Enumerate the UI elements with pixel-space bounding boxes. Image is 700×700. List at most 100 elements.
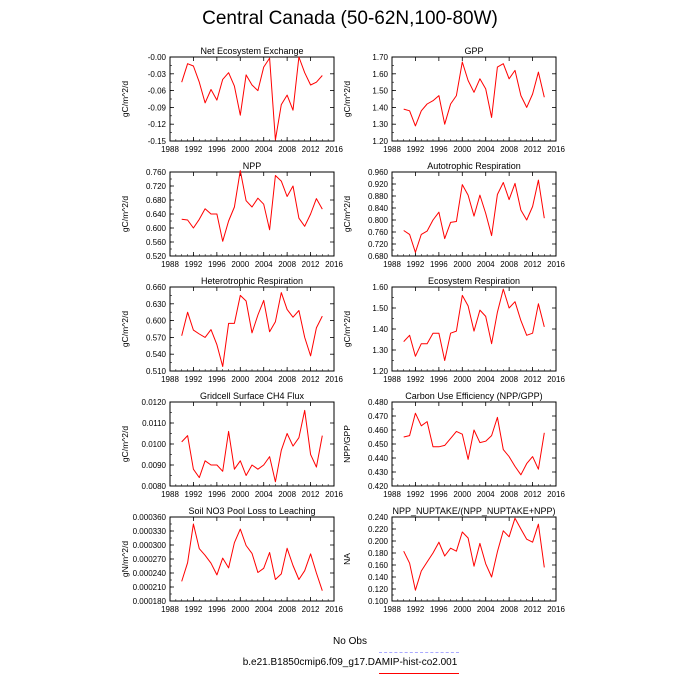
- x-tick-label: 2012: [524, 490, 542, 499]
- y-tick-label: 0.760: [368, 228, 389, 237]
- x-tick-label: 1992: [185, 260, 203, 269]
- x-tick-label: 2016: [325, 145, 343, 154]
- y-axis-label: NA: [342, 553, 352, 565]
- panel-2: GPP gC/m^2/d 1.20 1.30 1.40 1.50 1.60 1.70 1988 1…: [342, 46, 565, 154]
- y-tick-label: 0.200: [368, 537, 389, 546]
- y-tick-label: 0.680: [146, 196, 167, 205]
- x-tick-label: 2004: [255, 260, 273, 269]
- y-tick-label: 0.840: [368, 204, 389, 213]
- y-tick-label: 0.140: [368, 573, 389, 582]
- y-tick-label: 0.630: [146, 300, 167, 309]
- x-tick-label: 1988: [161, 605, 179, 614]
- x-tick-label: 2016: [547, 260, 565, 269]
- y-tick-label: 0.220: [368, 525, 389, 534]
- x-tick-label: 2004: [477, 605, 495, 614]
- x-tick-label: 1996: [430, 605, 448, 614]
- y-tick-label: 0.420: [368, 482, 389, 491]
- x-tick-label: 2000: [453, 260, 471, 269]
- panel-title: Autotrophic Respiration: [427, 161, 521, 171]
- y-tick-label: 0.560: [146, 238, 167, 247]
- y-tick-label: 0.880: [368, 192, 389, 201]
- y-tick-label: 0.470: [368, 412, 389, 421]
- y-tick-label: 0.720: [146, 182, 167, 191]
- x-tick-label: 2016: [325, 375, 343, 384]
- y-tick-label: 0.570: [146, 333, 167, 342]
- x-tick-label: 2016: [547, 375, 565, 384]
- x-tick-label: 2004: [255, 375, 273, 384]
- y-tick-label: 0.430: [368, 468, 389, 477]
- plot-frame: [391, 56, 557, 142]
- x-tick-label: 2004: [255, 490, 273, 499]
- plot-frame: [169, 171, 335, 257]
- y-axis-label: gC/m^2/d: [342, 81, 352, 117]
- y-tick-label: -0.12: [148, 120, 167, 129]
- x-tick-label: 1988: [383, 605, 401, 614]
- x-tick-label: 2016: [325, 260, 343, 269]
- x-tick-label: 2008: [278, 260, 296, 269]
- y-axis-label: NPP/GPP: [342, 425, 352, 463]
- x-tick-label: 1992: [407, 375, 425, 384]
- legend-obs-label: No Obs: [333, 636, 367, 647]
- y-axis-label: gC/m^2/d: [342, 311, 352, 347]
- y-tick-label: 1.30: [372, 346, 388, 355]
- x-tick-label: 2016: [547, 605, 565, 614]
- plot-frame: [391, 171, 557, 257]
- y-tick-label: 0.540: [146, 350, 167, 359]
- x-tick-label: 2016: [547, 490, 565, 499]
- x-tick-label: 2008: [278, 605, 296, 614]
- x-tick-label: 1988: [161, 375, 179, 384]
- series-line: [181, 292, 323, 367]
- x-tick-label: 2000: [453, 145, 471, 154]
- x-tick-label: 2016: [325, 490, 343, 499]
- y-tick-label: 0.510: [146, 367, 167, 376]
- x-tick-label: 2004: [477, 260, 495, 269]
- x-tick-label: 2012: [302, 490, 320, 499]
- y-tick-label: 0.000270: [133, 555, 167, 564]
- y-tick-label: 0.0100: [142, 440, 167, 449]
- x-tick-label: 1988: [383, 375, 401, 384]
- y-tick-label: 1.20: [372, 137, 388, 146]
- x-tick-label: 2004: [477, 490, 495, 499]
- x-tick-label: 2012: [524, 375, 542, 384]
- y-axis-label: gC/m^2/d: [342, 196, 352, 232]
- legend-obs-line: [379, 652, 459, 653]
- x-tick-label: 1992: [185, 145, 203, 154]
- x-tick-label: 2012: [524, 605, 542, 614]
- x-tick-label: 1992: [185, 375, 203, 384]
- panel-8: Carbon Use Efficiency (NPP/GPP) NPP/GPP 0.…: [342, 391, 565, 499]
- panel-title: Net Ecosystem Exchange: [200, 46, 303, 56]
- panel-title: Carbon Use Efficiency (NPP/GPP): [405, 391, 542, 401]
- panel-1: Net Ecosystem Exchange gC/m^2/d -0.15 -0.12…: [120, 46, 343, 154]
- series-line: [181, 56, 323, 141]
- x-tick-label: 2016: [325, 605, 343, 614]
- y-tick-label: 0.0110: [142, 419, 166, 428]
- y-tick-label: 1.40: [372, 103, 388, 112]
- y-tick-label: 0.520: [146, 252, 167, 261]
- x-tick-label: 1996: [430, 490, 448, 499]
- x-tick-label: 2004: [255, 145, 273, 154]
- x-tick-label: 2012: [524, 145, 542, 154]
- x-tick-label: 2008: [278, 145, 296, 154]
- x-tick-label: 2000: [231, 145, 249, 154]
- x-tick-label: 1996: [430, 145, 448, 154]
- x-tick-label: 1992: [407, 605, 425, 614]
- y-tick-label: 1.40: [372, 325, 388, 334]
- y-tick-label: 0.800: [368, 216, 389, 225]
- panel-6: Ecosystem Respiration gC/m^2/d 1.20 1.30 1.4…: [342, 276, 565, 384]
- panel-title: NPP_NUPTAKE/(NPP_NUPTAKE+NPP): [393, 506, 556, 516]
- legend-model-line: [379, 673, 459, 674]
- y-tick-label: 0.0080: [142, 482, 167, 491]
- y-axis-label: gC/m^2/d: [120, 426, 130, 462]
- y-tick-label: 0.120: [368, 585, 389, 594]
- series-line: [181, 409, 323, 483]
- legend-model-label: b.e21.B1850cmip6.f09_g17.DAMIP-hist-co2.…: [242, 657, 458, 668]
- y-tick-label: -0.03: [148, 70, 167, 79]
- x-tick-label: 2004: [477, 375, 495, 384]
- x-tick-label: 2000: [231, 375, 249, 384]
- x-tick-label: 2008: [500, 145, 518, 154]
- x-tick-label: 1996: [208, 145, 226, 154]
- y-tick-label: 0.680: [368, 252, 389, 261]
- x-tick-label: 1988: [161, 260, 179, 269]
- x-tick-label: 2008: [278, 490, 296, 499]
- series-line: [403, 288, 545, 361]
